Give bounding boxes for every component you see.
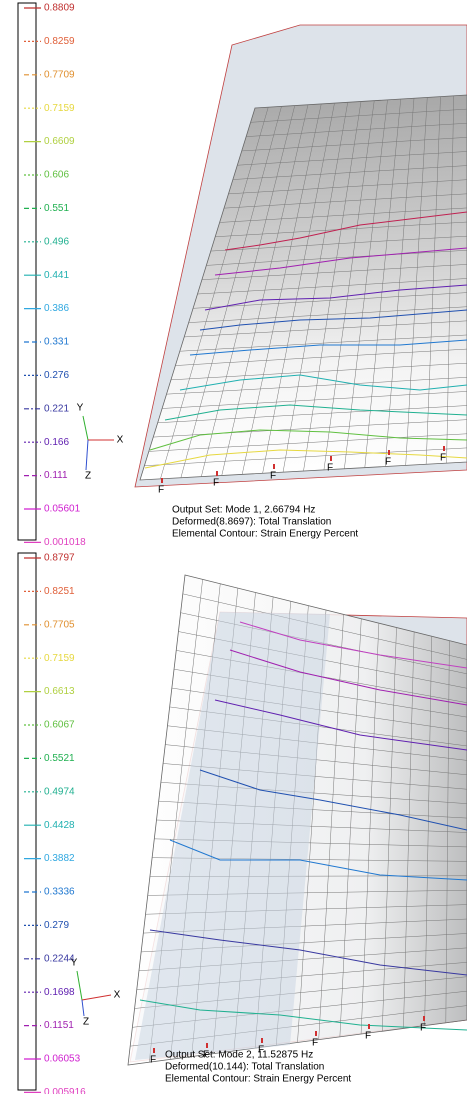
legend-label: 0.7709 [44, 69, 75, 80]
result-panel: 0.8797 0.8251 0.7705 0.7159 0.6613 0.6067 0.55… [18, 553, 467, 1094]
constraint-label: F [158, 485, 164, 496]
axis-label: Z [83, 1017, 89, 1028]
axis-label: Y [77, 403, 84, 414]
legend-label: 0.8251 [44, 586, 75, 597]
legend-label: 0.279 [44, 920, 69, 931]
axis-label: Z [85, 471, 91, 482]
legend-label: 0.001018 [44, 537, 86, 548]
legend-label: 0.6609 [44, 136, 75, 147]
legend-label: 0.6613 [44, 686, 75, 697]
legend-label: 0.3882 [44, 853, 75, 864]
axis-y [77, 971, 82, 1000]
legend-label: 0.4428 [44, 820, 75, 831]
legend-label: 0.606 [44, 170, 69, 181]
info-output-set: Output Set: Mode 2, 11.52875 Hz [165, 1050, 313, 1061]
axis-label: X [117, 435, 124, 446]
legend-label: 0.3336 [44, 887, 75, 898]
legend-bar [18, 3, 36, 540]
legend-label: 0.06053 [44, 1054, 81, 1065]
legend-label: 0.1151 [44, 1020, 74, 1031]
constraint-label: F [150, 1055, 156, 1066]
axis-label: X [114, 990, 121, 1001]
axis-label: Y [71, 958, 78, 969]
info-contour: Elemental Contour: Strain Energy Percent [165, 1074, 351, 1085]
legend-label: 0.441 [44, 270, 69, 281]
legend-label: 0.8797 [44, 553, 75, 564]
axis-y [83, 416, 88, 440]
legend-label: 0.8259 [44, 36, 75, 47]
legend-label: 0.386 [44, 303, 69, 314]
legend-label: 0.7159 [44, 103, 75, 114]
axis-x [82, 995, 111, 1000]
info-deformed: Deformed(8.8697): Total Translation [172, 517, 331, 528]
legend-label: 0.166 [44, 437, 69, 448]
legend-label: 0.05601 [44, 504, 81, 515]
constraint-label: F [327, 463, 333, 474]
legend-label: 0.005916 [44, 1087, 86, 1094]
constraint-label: F [312, 1038, 318, 1049]
constraint-label: F [270, 471, 276, 482]
legend-label: 0.6067 [44, 720, 75, 731]
legend-label: 0.551 [44, 203, 69, 214]
constraint-label: F [365, 1031, 371, 1042]
legend-label: 0.5521 [44, 753, 75, 764]
legend-label: 0.331 [44, 337, 69, 348]
result-panel: 0.8809 0.8259 0.7709 0.7159 0.6609 0.606 0.551… [18, 3, 467, 548]
info-deformed: Deformed(10.144): Total Translation [165, 1062, 324, 1073]
legend-label: 0.4974 [44, 786, 75, 797]
legend-label: 0.276 [44, 370, 69, 381]
constraint-label: F [213, 478, 219, 489]
constraint-label: F [420, 1023, 426, 1034]
legend-bar [18, 553, 36, 1090]
legend-label: 0.221 [44, 403, 69, 414]
info-contour: Elemental Contour: Strain Energy Percent [172, 529, 358, 540]
legend-label: 0.496 [44, 236, 69, 247]
viewport: 0.8809 0.8259 0.7709 0.7159 0.6609 0.606 0.551… [0, 0, 467, 1094]
legend-label: 0.7705 [44, 619, 75, 630]
legend-label: 0.111 [44, 470, 68, 481]
legend-label: 0.7159 [44, 653, 75, 664]
axis-z [86, 440, 88, 470]
constraint-label: F [440, 453, 446, 464]
info-output-set: Output Set: Mode 1, 2.66794 Hz [172, 505, 315, 516]
axis-z [82, 1000, 84, 1016]
legend-label: 0.1698 [44, 987, 75, 998]
constraint-label: F [385, 457, 391, 468]
legend-label: 0.8809 [44, 3, 75, 14]
